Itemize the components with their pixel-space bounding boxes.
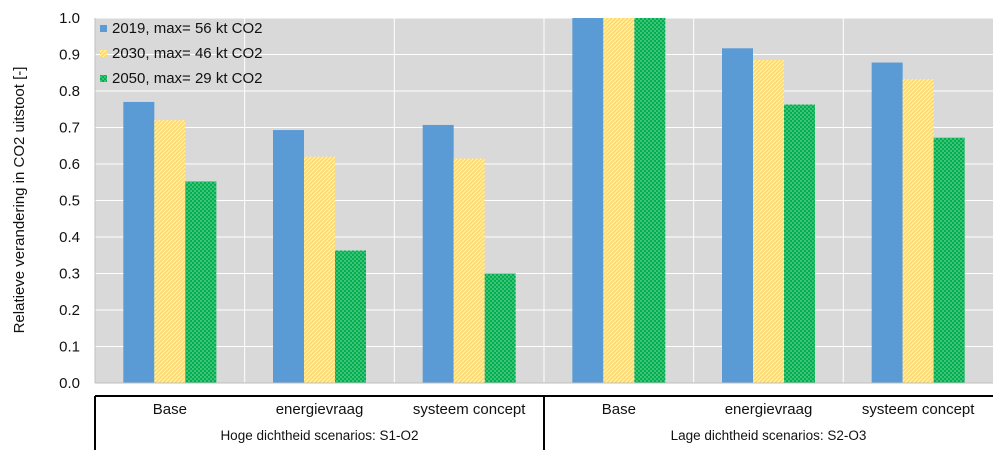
- x-tick-label: systeem concept: [413, 401, 526, 418]
- bar-2-5: [753, 59, 784, 383]
- y-tick-label: 0.0: [59, 375, 80, 392]
- bar-1-2: [273, 130, 304, 383]
- legend-label-3: 2050, max= 29 kt CO2: [112, 70, 263, 87]
- bar-1-1: [123, 101, 155, 383]
- bar-1-4: [572, 18, 604, 383]
- gridlines: [95, 17, 993, 384]
- x-tick-label: energievraag: [725, 401, 813, 418]
- legend-label-2: 2030, max= 46 kt CO2: [112, 45, 263, 62]
- bar-1-5: [722, 48, 753, 384]
- legend-label-1: 2019, max= 56 kt CO2: [112, 20, 263, 37]
- y-tick-label: 0.8: [59, 83, 80, 100]
- y-tick-label: 0.9: [59, 47, 80, 64]
- bar-3-4: [634, 18, 666, 383]
- bar-2-4: [603, 18, 635, 383]
- bar-1-6: [871, 62, 903, 383]
- axes: 0.0 0.1 0.2 0.3 0.4 0.5 0.6 0.7 0.8 0.9 1.0 Base ene…: [59, 10, 993, 450]
- legend-swatch-3: [100, 75, 107, 82]
- bar-2-1: [154, 120, 186, 383]
- bar-2-6: [902, 79, 934, 383]
- bar-2-3: [453, 158, 485, 383]
- legend-swatch-1: [100, 25, 107, 32]
- bar-3-5: [784, 104, 815, 383]
- y-tick-label: 0.5: [59, 193, 80, 210]
- y-tick-label: 0.7: [59, 120, 80, 137]
- bar-1-3: [422, 124, 454, 383]
- bar-2-2: [304, 156, 335, 383]
- legend: 2019, max= 56 kt CO2 2030, max= 46 kt CO2…: [100, 20, 263, 87]
- bars: [123, 18, 965, 384]
- x-tick-label: energievraag: [276, 401, 364, 418]
- y-tick-label: 0.6: [59, 156, 80, 173]
- bar-3-6: [933, 137, 965, 383]
- bar-3-1: [185, 181, 217, 383]
- y-tick-label: 0.2: [59, 302, 80, 319]
- y-tick-label: 0.4: [59, 229, 80, 246]
- group-label-1: Hoge dichtheid scenarios: S1-O2: [220, 428, 418, 443]
- x-tick-label: systeem concept: [862, 401, 975, 418]
- y-tick-label: 0.1: [59, 339, 80, 356]
- y-axis-title: Relatieve verandering in CO2 uitstoot [-…: [11, 67, 28, 334]
- x-tick-label: Base: [602, 401, 636, 418]
- y-tick-label: 0.3: [59, 266, 80, 283]
- bar-3-3: [484, 273, 516, 383]
- group-label-2: Lage dichtheid scenarios: S2-O3: [671, 428, 867, 443]
- x-tick-label: Base: [153, 401, 187, 418]
- y-tick-label: 1.0: [59, 10, 80, 27]
- legend-swatch-2: [100, 50, 107, 57]
- bar-3-2: [335, 250, 366, 383]
